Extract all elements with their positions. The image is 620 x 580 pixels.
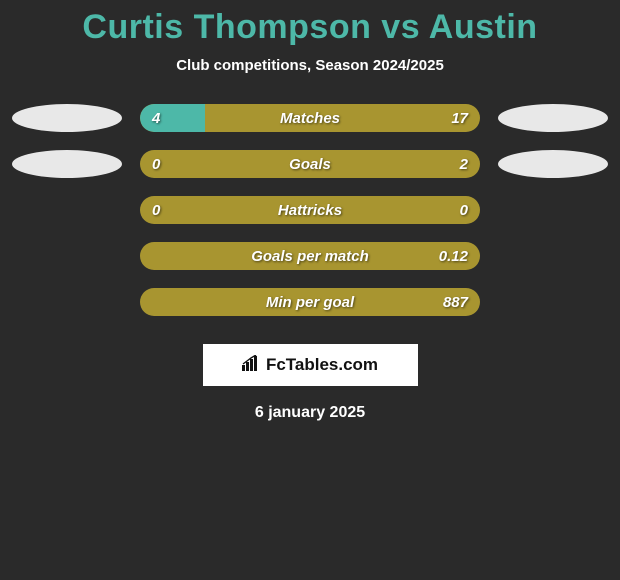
stat-row: 0Hattricks0: [6, 196, 614, 224]
player-marker-left: [12, 150, 122, 178]
stat-bar: 4Matches17: [140, 104, 480, 132]
page-title: Curtis Thompson vs Austin: [82, 8, 537, 47]
player-marker-right: [498, 150, 608, 178]
stat-value-right: 2: [460, 150, 468, 178]
stat-label: Goals: [140, 150, 480, 178]
stat-value-right: 17: [451, 104, 468, 132]
stat-row: 0Goals2: [6, 150, 614, 178]
date-text: 6 january 2025: [255, 404, 365, 422]
stat-row: Min per goal887: [6, 288, 614, 316]
logo-box: FcTables.com: [203, 344, 418, 386]
logo-text: FcTables.com: [266, 355, 378, 375]
player-marker-left: [12, 104, 122, 132]
page-subtitle: Club competitions, Season 2024/2025: [176, 57, 444, 74]
stat-label: Matches: [140, 104, 480, 132]
stat-value-right: 0: [460, 196, 468, 224]
stat-label: Hattricks: [140, 196, 480, 224]
stat-row: 4Matches17: [6, 104, 614, 132]
stat-bar: Min per goal887: [140, 288, 480, 316]
stat-value-right: 0.12: [439, 242, 468, 270]
stat-bar: 0Goals2: [140, 150, 480, 178]
stat-rows: 4Matches170Goals20Hattricks0Goals per ma…: [6, 104, 614, 334]
stat-label: Goals per match: [140, 242, 480, 270]
stat-bar: Goals per match0.12: [140, 242, 480, 270]
bar-chart-icon: [242, 355, 262, 376]
stat-row: Goals per match0.12: [6, 242, 614, 270]
stat-value-right: 887: [443, 288, 468, 316]
logo: FcTables.com: [242, 355, 378, 376]
comparison-infographic: Curtis Thompson vs Austin Club competiti…: [0, 0, 620, 422]
player-marker-right: [498, 104, 608, 132]
stat-bar: 0Hattricks0: [140, 196, 480, 224]
stat-label: Min per goal: [140, 288, 480, 316]
